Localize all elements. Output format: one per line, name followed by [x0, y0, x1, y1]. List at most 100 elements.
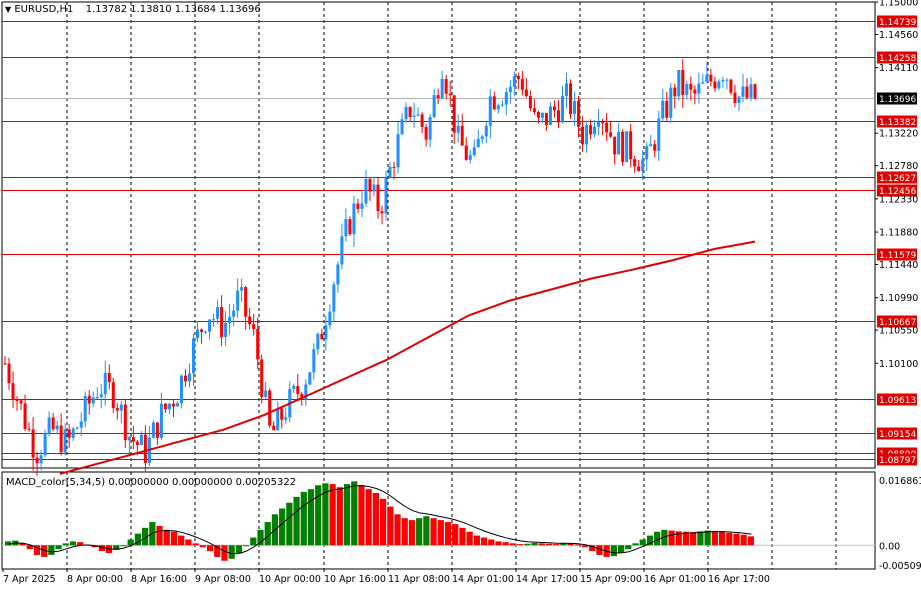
collapse-triangle-icon[interactable]: ▼: [5, 5, 12, 14]
macd-bar: [589, 545, 596, 552]
price-tick-label: 1.11880: [879, 228, 918, 239]
candle-body: [240, 287, 244, 291]
macd-bar: [646, 535, 654, 546]
macd-bar: [617, 545, 625, 554]
candle-body: [183, 375, 187, 382]
candle-body: [232, 310, 236, 317]
candle-body: [500, 104, 504, 106]
macd-bar: [33, 545, 41, 555]
candle-body: [15, 399, 19, 401]
macd-bar: [488, 539, 495, 546]
macd-bar: [531, 542, 538, 546]
price-pane-frame: [1, 1, 876, 469]
candle-body: [204, 331, 208, 333]
macd-bar: [726, 532, 733, 546]
candle-body: [324, 325, 328, 340]
price-tick-label: 1.14560: [879, 30, 918, 41]
macd-bar: [48, 545, 55, 555]
macd-bar: [214, 545, 221, 557]
macd-axis-bottom: -0.005096: [879, 561, 921, 572]
time-axis-label: 8 Apr 16:00: [131, 574, 187, 585]
candle-body: [220, 307, 224, 337]
candle-body: [625, 131, 629, 162]
level-tag: [877, 315, 917, 328]
candle-body: [528, 96, 532, 109]
candle-body: [753, 84, 757, 99]
candle-body: [11, 383, 15, 400]
candle-body: [641, 159, 645, 172]
candle-body: [689, 83, 693, 90]
macd-bar: [538, 543, 545, 546]
candle-body: [532, 108, 536, 112]
candle-body: [504, 92, 508, 105]
candle-body: [212, 318, 216, 320]
level-label: 1.12456: [879, 187, 916, 197]
candle-body: [424, 126, 428, 140]
price-tick-label: 1.14110: [879, 63, 918, 74]
macd-bar: [365, 489, 372, 546]
candle-body: [171, 403, 175, 407]
candle-body: [637, 166, 641, 172]
macd-bar: [625, 545, 632, 550]
macd-bar: [5, 541, 12, 546]
candle-body: [408, 107, 412, 118]
candle-body: [384, 177, 388, 214]
candle-body: [175, 403, 179, 407]
candle-body: [91, 397, 95, 404]
candle-body: [248, 316, 252, 325]
candle-body: [436, 95, 440, 99]
macd-bar: [336, 487, 343, 546]
candle-body: [480, 136, 484, 140]
candle-body: [613, 136, 617, 155]
ohlc-values: 1.13782 1.13810 1.13684 1.13696: [85, 4, 261, 15]
candle-body: [713, 81, 717, 89]
macd-bar: [452, 523, 459, 546]
candle-body: [589, 125, 593, 135]
macd-bar: [574, 544, 581, 546]
macd-bar: [329, 484, 336, 546]
candle-body: [705, 74, 709, 82]
candle-body: [633, 159, 637, 167]
macd-bar: [26, 545, 33, 550]
level-tag: [877, 15, 917, 28]
candle-body: [344, 219, 348, 237]
macd-bar: [221, 545, 228, 561]
candle-body: [661, 100, 665, 119]
candle-body: [87, 395, 91, 404]
price-tick-label: 1.10550: [879, 326, 918, 337]
macd-bar: [250, 537, 257, 546]
candle-body: [19, 400, 23, 404]
candle-body: [364, 178, 368, 204]
candle-body: [400, 119, 404, 135]
macd-bar: [91, 545, 98, 548]
candle-body: [368, 178, 372, 192]
macd-bar: [351, 481, 358, 546]
time-axis-label: 14 Apr 01:00: [452, 574, 514, 585]
macd-bar: [711, 530, 718, 546]
macd-bar: [264, 522, 271, 546]
candle-body: [35, 457, 39, 464]
macd-bar: [77, 542, 84, 546]
candle-body: [228, 316, 232, 323]
time-axis-label: 8 Apr 00:00: [67, 574, 123, 585]
macd-bar: [437, 520, 444, 546]
candle-body: [492, 96, 496, 110]
level-label: 1.08797: [879, 456, 916, 466]
candle-body: [741, 86, 745, 97]
candle-body: [55, 425, 59, 430]
candle-body: [155, 422, 159, 438]
candle-body: [316, 333, 320, 350]
macd-bar: [545, 543, 553, 546]
candle-body: [276, 408, 280, 431]
macd-bar: [387, 506, 394, 546]
candle-body: [151, 422, 155, 438]
level-tag: [877, 393, 917, 406]
macd-bar: [675, 531, 682, 546]
candle-body: [260, 359, 264, 398]
candle-body: [548, 106, 552, 125]
macd-bar: [480, 537, 488, 546]
candle-body: [733, 92, 737, 103]
level-label: 1.09613: [879, 396, 916, 406]
